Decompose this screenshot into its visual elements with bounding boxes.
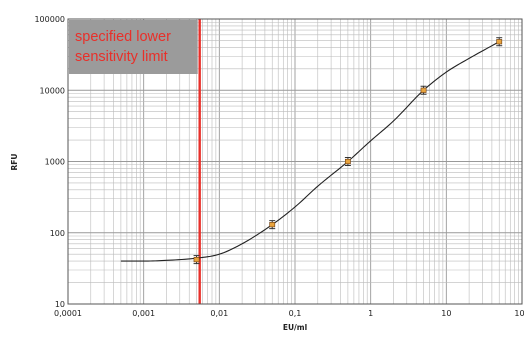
x-tick-label: 0,1	[289, 309, 302, 318]
x-tick-label: 1	[368, 309, 373, 318]
y-tick-label: 1000	[45, 158, 65, 167]
data-point	[496, 39, 503, 45]
data-point	[420, 87, 427, 93]
annotation-line-1: specified lower	[75, 29, 171, 45]
fit-curve-line	[120, 41, 500, 262]
y-tick-label: 10000	[40, 86, 65, 95]
data-point	[344, 158, 351, 165]
y-axis-title: RFU	[10, 154, 19, 171]
data-point	[269, 222, 276, 228]
data-points	[193, 37, 503, 265]
x-tick-label: 0,0001	[54, 309, 82, 318]
x-tick-label: 100	[514, 309, 524, 318]
annotation-box: specified lower sensitivity limit	[69, 20, 198, 74]
y-tick-label: 100	[50, 229, 65, 238]
data-point	[193, 256, 200, 263]
x-tick-label: 10	[441, 309, 451, 318]
y-tick-labels: 10 100 1000 10000 100000	[34, 15, 65, 309]
annotation-background	[69, 20, 198, 74]
y-tick-label: 10	[55, 300, 65, 309]
x-axis-title: EU/ml	[283, 323, 307, 332]
fit-curve	[120, 41, 500, 262]
y-tick-label: 100000	[34, 15, 65, 24]
x-tick-label: 0,01	[210, 309, 228, 318]
x-tick-label: 0,001	[132, 309, 155, 318]
plot-frame	[67, 18, 523, 305]
annotation-line-2: sensitivity limit	[75, 49, 168, 65]
x-tick-labels: 0,0001 0,001 0,01 0,1 1 10 100	[54, 309, 524, 318]
